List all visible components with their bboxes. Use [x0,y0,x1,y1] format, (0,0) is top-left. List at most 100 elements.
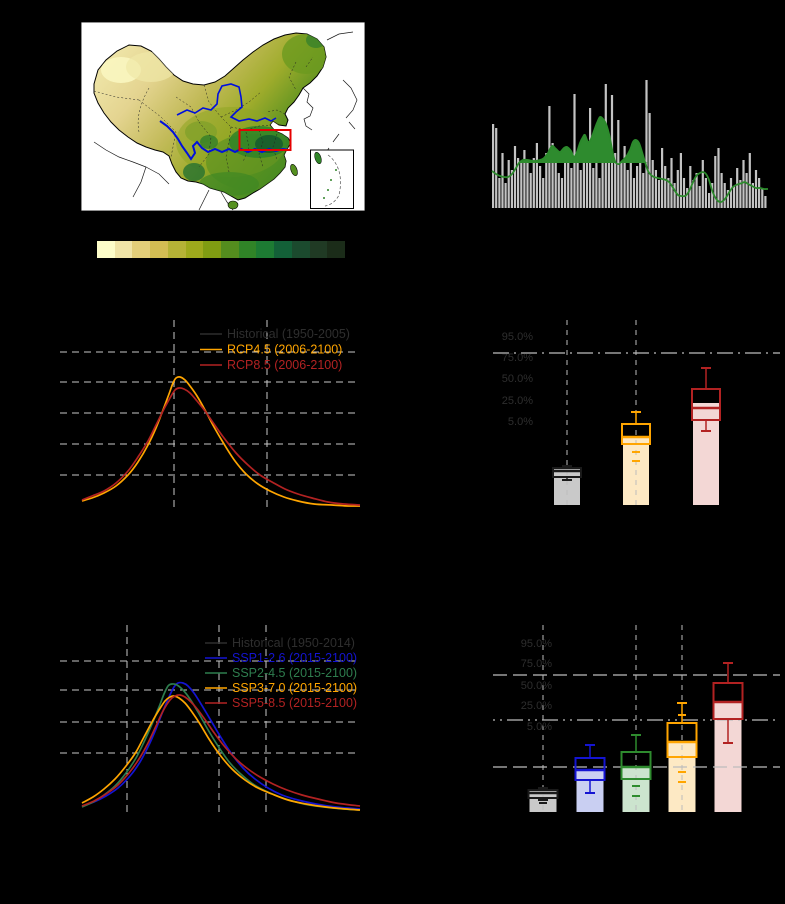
year-bar [726,190,729,208]
year-bar [495,128,498,208]
tick-95: 95.0% [521,638,552,650]
colorbar-cell [114,241,133,258]
year-bar [557,173,560,208]
year-bar [636,166,639,208]
year-bar [629,158,632,208]
colorbar-cell [203,241,222,258]
neighbor-coastlines [93,31,358,211]
year-bar [682,178,686,208]
year-bar [733,186,736,208]
tick-5: 5.0% [527,721,552,733]
year-bar [554,163,557,208]
year-bar [564,160,567,208]
year-bar [542,178,545,208]
year-bar [739,180,742,208]
year-bar [523,150,526,208]
tick-25: 25.0% [521,700,552,712]
year-bar [520,163,523,208]
map-colorbar [97,241,346,258]
colorbar-cell [327,241,346,258]
year-bar [626,170,629,208]
year-bar [686,188,689,208]
taiwan-island [290,163,298,177]
year-bar [651,160,654,208]
colorbar-cell [238,241,257,258]
year-bar [754,170,758,208]
year-bar [510,170,513,208]
year-bar [585,163,589,208]
year-bar [761,188,764,208]
year-bar [695,173,698,208]
colorbar-cell [167,241,186,258]
legend-label-rcp85: RCP8.5 (2006-2100) [227,358,342,372]
year-bar [560,178,564,208]
box-SSP2-4.5 [620,751,652,780]
year-bar [539,166,542,208]
box-Historical [552,467,582,478]
year-bar [614,153,617,208]
year-bar [501,153,504,208]
year-bar [764,196,767,208]
precipitation-shading [101,33,326,196]
timeseries-bars [492,80,767,208]
box-RCP4.5 [621,423,651,445]
legend-label-ssp126: SSP1-2.6 (2015-2100) [232,651,357,665]
year-bar [639,153,642,208]
yangtze-river [159,120,290,161]
colorbar-cell [150,241,168,258]
south-china-sea-inset [310,149,354,209]
year-bar [648,113,651,208]
density-curve-SSP1-2.6 [81,681,361,810]
legend-label-historical: Historical (1950-2014) [232,636,355,650]
legend-rcp: Historical (1950-2005) RCP4.5 (2006-2100… [200,327,350,372]
year-bar [745,173,748,208]
yellow-river [176,83,277,122]
year-bar [592,168,595,208]
tick-95: 95.0% [502,331,533,343]
year-bar [573,94,576,208]
colorbar-cell [97,241,115,258]
density-panel-ssp: Historical (1950-2014) SSP1-2.6 (2015-21… [60,625,361,813]
year-bar [623,146,626,208]
year-bar [657,180,661,208]
year-bar [535,143,538,208]
legend-ssp: Historical (1950-2014) SSP1-2.6 (2015-21… [205,636,357,710]
year-bar [529,173,532,208]
year-bar [620,163,623,208]
year-bar [504,183,507,208]
tick-75: 75.0% [521,658,552,670]
colorbar-cell [221,241,239,258]
smoothed-anomaly-fill [492,117,768,163]
year-bar [498,178,501,208]
prob-bar-RCP8.5 [693,403,719,505]
tick-5: 5.0% [508,416,533,428]
year-bar [645,80,648,208]
year-bar [513,146,517,208]
legend-label-ssp585: SSP5-8.5 (2015-2100) [232,696,357,710]
boxplot-shapes [493,320,780,505]
year-bar [679,153,682,208]
density-curves [81,681,361,811]
tick-75: 75.0% [502,352,533,364]
smoothed-anomaly-line [491,115,769,203]
hainan-island [227,200,239,210]
year-bar [582,148,585,208]
year-bar [729,178,733,208]
y-tick-labels: 95.0% 75.0% 50.0% 25.0% 5.0% [521,638,552,733]
colorbar-cell [185,241,204,258]
colorbar-cell [291,241,310,258]
density-curve-RCP4.5 [81,376,361,507]
year-bar [720,173,723,208]
tick-25: 25.0% [502,395,533,407]
year-bar [654,170,657,208]
year-bar [701,160,704,208]
density-panel-rcp: Historical (1950-2005) RCP4.5 (2006-2100… [60,320,361,508]
y-tick-labels: 95.0% 75.0% 50.0% 25.0% 5.0% [502,331,533,428]
study-area-box [238,129,292,151]
year-bar [692,180,695,208]
year-bar [567,150,570,208]
year-bar [507,160,510,208]
density-curve-SSP5-8.5 [81,694,361,807]
density-curves [81,376,361,507]
